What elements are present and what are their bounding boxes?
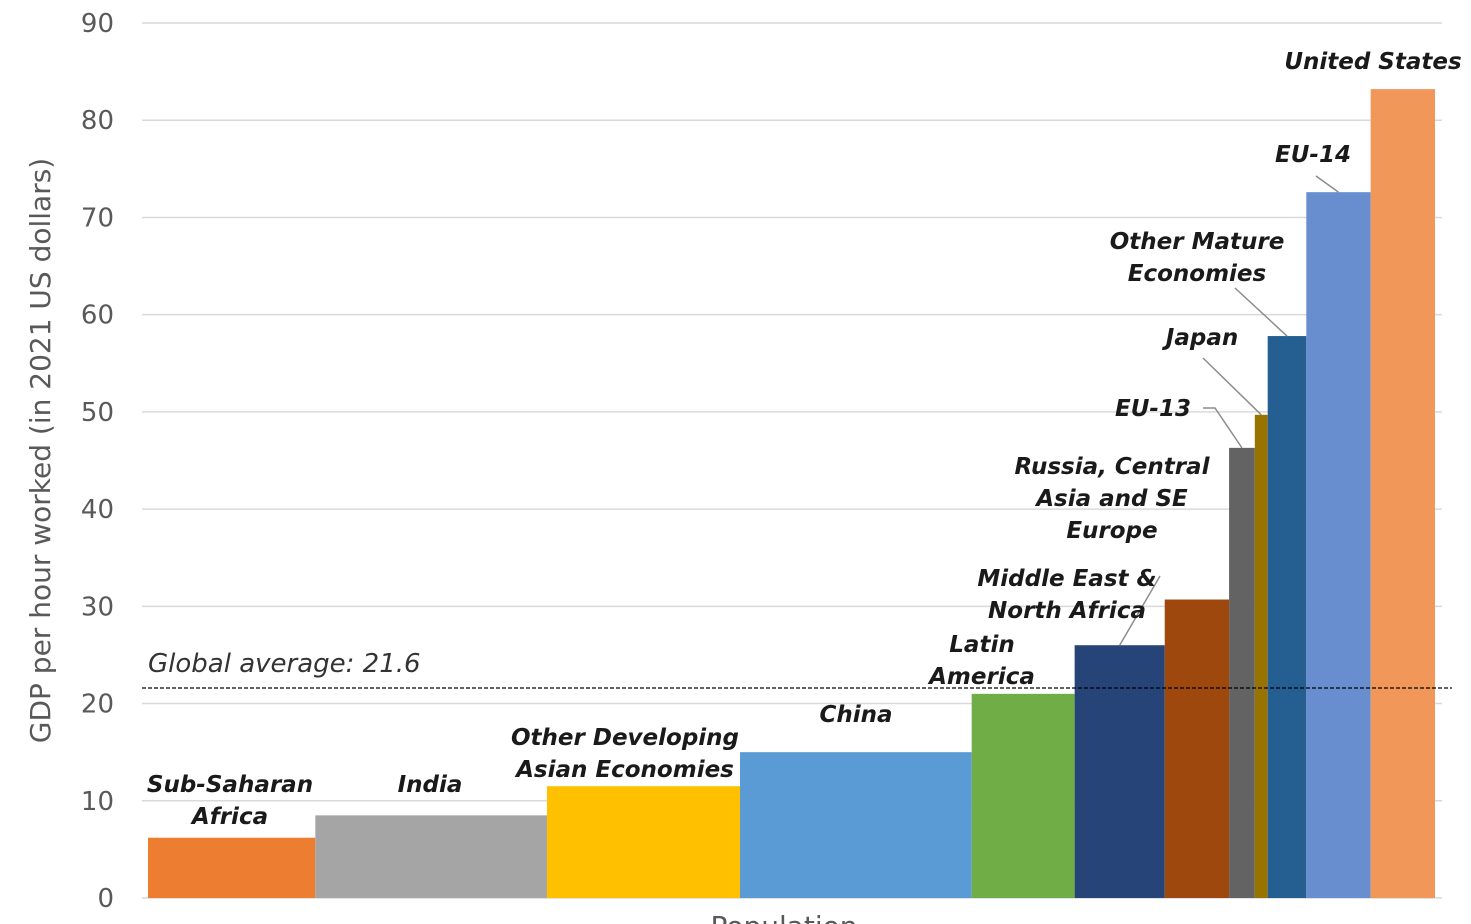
y-axis-label: GDP per hour worked (in 2021 US dollars) xyxy=(24,158,57,743)
category-labels: Sub-Saharan Africa India Other Developing As… xyxy=(147,49,1462,830)
y-tick-label: 0 xyxy=(97,884,114,914)
bar xyxy=(740,752,972,898)
bar xyxy=(1254,414,1268,898)
leader-lines xyxy=(1119,175,1339,646)
bar xyxy=(1074,645,1165,898)
leader-line xyxy=(1315,175,1339,193)
bar xyxy=(1306,192,1371,898)
bar xyxy=(315,815,547,898)
category-label: Latin America xyxy=(927,632,1035,690)
y-tick-label: 30 xyxy=(81,592,114,622)
category-label: Russia, Central Asia and SE Europe xyxy=(1015,454,1211,544)
bar xyxy=(1267,336,1307,898)
y-tick-label: 80 xyxy=(81,106,114,136)
category-label: United States xyxy=(1284,49,1461,75)
y-tick-label: 60 xyxy=(81,301,114,331)
y-tick-label: 90 xyxy=(81,9,114,39)
category-label: Other Mature Economies xyxy=(1110,229,1285,287)
x-axis-label: Population xyxy=(710,910,857,924)
bars xyxy=(148,89,1435,899)
bar xyxy=(1229,447,1255,898)
y-tick-label: 20 xyxy=(81,690,114,720)
leader-line xyxy=(1119,575,1161,646)
category-label: Other Developing Asian Economies xyxy=(511,725,739,783)
category-label: Middle East & North Africa xyxy=(977,566,1156,624)
bar xyxy=(971,693,1075,898)
bar xyxy=(546,786,741,898)
category-label: India xyxy=(398,772,463,798)
global-average-label: Global average: 21.6 xyxy=(148,649,421,679)
y-tick-label: 10 xyxy=(81,787,114,817)
category-label: China xyxy=(819,702,892,728)
category-label: Sub-Saharan Africa xyxy=(147,772,313,830)
category-label: Japan xyxy=(1162,325,1238,351)
y-tick-label: 50 xyxy=(81,398,114,428)
y-tick-label: 40 xyxy=(81,495,114,525)
bar xyxy=(1164,599,1230,898)
gridlines xyxy=(142,22,1442,899)
y-tick-label: 70 xyxy=(81,203,114,233)
category-label: EU-13 xyxy=(1115,396,1191,422)
bar xyxy=(148,837,316,898)
bar xyxy=(1370,89,1435,899)
y-axis-ticks: 0 10 20 30 40 50 60 70 80 90 xyxy=(81,9,114,914)
category-label: EU-14 xyxy=(1275,142,1351,168)
leader-line xyxy=(1202,357,1262,416)
leader-line xyxy=(1203,407,1243,449)
leader-line xyxy=(1234,287,1288,337)
